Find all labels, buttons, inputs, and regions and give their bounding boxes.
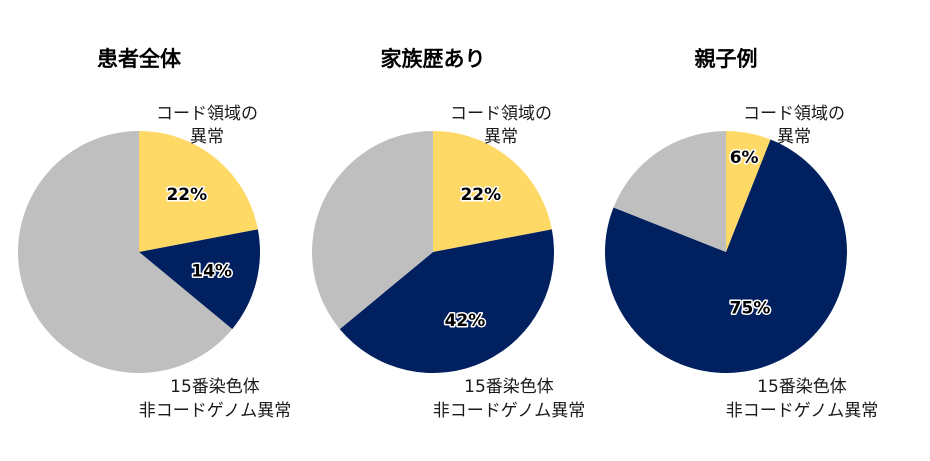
chart-title: 親子例 xyxy=(695,47,758,71)
data-label: 14% xyxy=(191,262,232,282)
pie-slice xyxy=(339,229,554,374)
data-label: 6% xyxy=(730,148,759,168)
chart-title: 家族歴あり xyxy=(381,47,486,71)
category-label-noncoding: 非コードゲノム異常 xyxy=(726,401,879,421)
category-label-noncoding: 15番染色体 xyxy=(757,377,847,397)
pie-slice xyxy=(139,131,258,252)
pie-slice xyxy=(726,131,771,252)
pie-slice xyxy=(605,139,847,373)
category-label-coding: 異常 xyxy=(484,127,518,147)
pie-slice xyxy=(613,131,726,252)
category-label-noncoding: 非コードゲノム異常 xyxy=(139,401,292,421)
data-label: 22% xyxy=(166,185,207,205)
category-label-coding: 異常 xyxy=(190,127,224,147)
chart-title: 患者全体 xyxy=(97,47,182,71)
pie-slice xyxy=(17,131,233,374)
category-label-coding: コード領域の xyxy=(743,104,845,124)
category-label-noncoding: 非コードゲノム異常 xyxy=(433,401,586,421)
category-label-coding: 異常 xyxy=(777,127,811,147)
pie-slice xyxy=(311,131,433,330)
data-label: 75% xyxy=(730,299,771,319)
category-label-coding: コード領域の xyxy=(450,104,552,124)
data-label: 42% xyxy=(445,311,486,331)
category-label-noncoding: 15番染色体 xyxy=(464,377,554,397)
data-label: 22% xyxy=(460,185,501,205)
category-label-coding: コード領域の xyxy=(156,104,258,124)
category-label-noncoding: 15番染色体 xyxy=(170,377,260,397)
pie-slice xyxy=(433,131,552,252)
pie-slice xyxy=(139,229,260,330)
